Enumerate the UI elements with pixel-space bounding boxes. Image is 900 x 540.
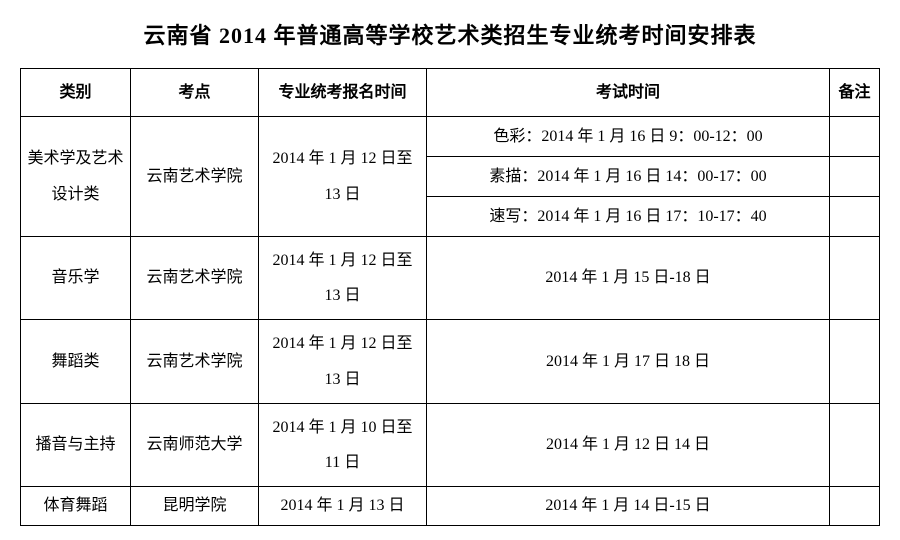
cell-exam: 色彩：2014 年 1 月 16 日 9：00-12：00	[427, 117, 830, 157]
th-exam: 考试时间	[427, 69, 830, 117]
table-header-row: 类别 考点 专业统考报名时间 考试时间 备注	[21, 69, 880, 117]
cell-exam: 速写：2014 年 1 月 16 日 17：10-17：40	[427, 197, 830, 237]
cell-note	[830, 320, 880, 403]
cell-exam: 2014 年 1 月 12 日 14 日	[427, 403, 830, 486]
cell-site: 云南师范大学	[131, 403, 259, 486]
cell-category: 音乐学	[21, 237, 131, 320]
cell-register: 2014 年 1 月 13 日	[259, 487, 427, 526]
cell-note	[830, 157, 880, 197]
cell-note	[830, 237, 880, 320]
cell-note	[830, 117, 880, 157]
th-register: 专业统考报名时间	[259, 69, 427, 117]
cell-note	[830, 487, 880, 526]
cell-category: 舞蹈类	[21, 320, 131, 403]
cell-exam: 素描：2014 年 1 月 16 日 14：00-17：00	[427, 157, 830, 197]
th-category: 类别	[21, 69, 131, 117]
cell-register: 2014 年 1 月 10 日至 11 日	[259, 403, 427, 486]
cell-site: 云南艺术学院	[131, 117, 259, 237]
cell-register: 2014 年 1 月 12 日至 13 日	[259, 237, 427, 320]
table-row: 舞蹈类 云南艺术学院 2014 年 1 月 12 日至 13 日 2014 年 …	[21, 320, 880, 403]
cell-category: 播音与主持	[21, 403, 131, 486]
th-note: 备注	[830, 69, 880, 117]
cell-exam: 2014 年 1 月 15 日-18 日	[427, 237, 830, 320]
table-row: 体育舞蹈 昆明学院 2014 年 1 月 13 日 2014 年 1 月 14 …	[21, 487, 880, 526]
cell-category: 美术学及艺术设计类	[21, 117, 131, 237]
table-row: 美术学及艺术设计类 云南艺术学院 2014 年 1 月 12 日至 13 日 色…	[21, 117, 880, 157]
cell-exam: 2014 年 1 月 14 日-15 日	[427, 487, 830, 526]
cell-exam: 2014 年 1 月 17 日 18 日	[427, 320, 830, 403]
cell-note	[830, 197, 880, 237]
schedule-table: 类别 考点 专业统考报名时间 考试时间 备注 美术学及艺术设计类 云南艺术学院 …	[20, 68, 880, 526]
table-row: 播音与主持 云南师范大学 2014 年 1 月 10 日至 11 日 2014 …	[21, 403, 880, 486]
th-site: 考点	[131, 69, 259, 117]
cell-note	[830, 403, 880, 486]
page-title: 云南省 2014 年普通高等学校艺术类招生专业统考时间安排表	[20, 18, 880, 50]
cell-register: 2014 年 1 月 12 日至 13 日	[259, 117, 427, 237]
cell-site: 昆明学院	[131, 487, 259, 526]
cell-category: 体育舞蹈	[21, 487, 131, 526]
cell-site: 云南艺术学院	[131, 237, 259, 320]
cell-register: 2014 年 1 月 12 日至 13 日	[259, 320, 427, 403]
table-row: 音乐学 云南艺术学院 2014 年 1 月 12 日至 13 日 2014 年 …	[21, 237, 880, 320]
cell-site: 云南艺术学院	[131, 320, 259, 403]
